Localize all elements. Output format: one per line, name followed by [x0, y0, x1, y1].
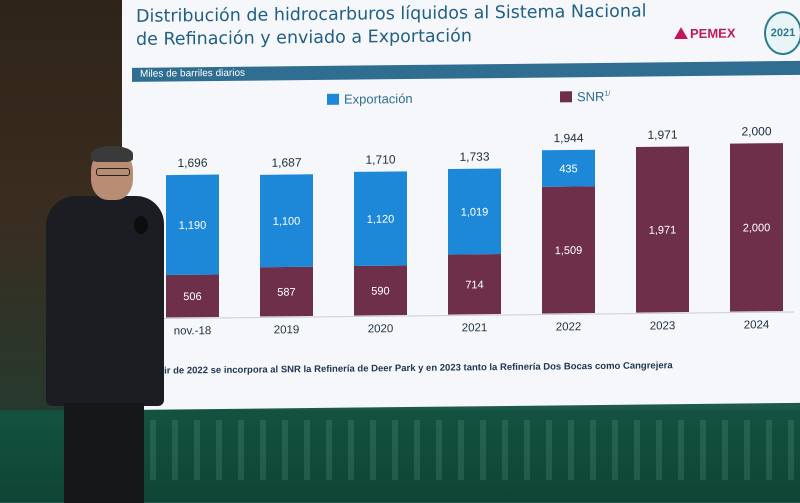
data-label-total: 1,687	[271, 155, 301, 169]
data-label-total: 1,710	[365, 152, 395, 166]
data-label-exportacion: 1,100	[273, 216, 301, 228]
decorative-pattern	[150, 420, 800, 480]
presenter-legs	[64, 403, 144, 503]
bar-exportacion	[354, 171, 407, 267]
data-label-exportacion: 1,190	[179, 220, 207, 232]
data-label-snr: 1,971	[649, 224, 677, 236]
footnote: artir de 2022 se incorpora al SNR la Ref…	[152, 360, 673, 377]
data-label-snr: 590	[371, 285, 389, 297]
bar-exportacion	[448, 168, 501, 255]
bar-exportacion	[166, 174, 219, 276]
slide-screen: Distribución de hidrocarburos líquidos a…	[122, 0, 800, 410]
data-label-total: 2,000	[741, 124, 771, 138]
x-tick-label: 2021	[462, 322, 488, 334]
bar-exportacion	[542, 149, 595, 187]
bar-snr	[166, 274, 219, 318]
data-label-exportacion: 1,019	[461, 206, 489, 218]
bar-chart: 506 1,190 1,696 nov.-18 587 1,100 1,687 2019 590…	[142, 124, 794, 337]
x-tick-label: 2022	[556, 321, 582, 333]
data-label-total: 1,944	[553, 131, 583, 145]
data-label-total: 1,733	[459, 150, 489, 164]
presenter-photo	[46, 146, 166, 503]
presenter-hair	[91, 146, 133, 162]
bar-exportacion	[260, 174, 313, 268]
x-tick-label: nov.-18	[174, 325, 212, 337]
data-label-snr: 1,509	[555, 245, 583, 257]
x-tick-label: 2024	[744, 319, 770, 331]
bar-snr	[260, 266, 313, 317]
data-label-exportacion: 435	[559, 163, 577, 175]
x-tick-label: 2019	[274, 324, 300, 336]
x-tick-label: 2023	[650, 320, 676, 332]
data-label-exportacion: 1,120	[367, 214, 395, 226]
data-label-snr: 2,000	[743, 222, 771, 234]
glasses-icon	[96, 168, 130, 176]
data-label-total: 1,971	[647, 128, 677, 142]
bar-snr	[730, 143, 783, 312]
bar-snr	[354, 265, 407, 316]
data-label-total: 1,696	[177, 156, 207, 170]
bar-snr	[448, 254, 501, 315]
bar-snr	[542, 186, 595, 314]
data-label-snr: 506	[183, 291, 201, 303]
x-tick-label: 2020	[368, 323, 394, 335]
bar-snr	[636, 146, 689, 313]
x-axis-line	[142, 311, 794, 320]
data-label-snr: 587	[277, 287, 295, 299]
microphone-icon	[134, 216, 148, 234]
data-label-snr: 714	[465, 279, 483, 291]
